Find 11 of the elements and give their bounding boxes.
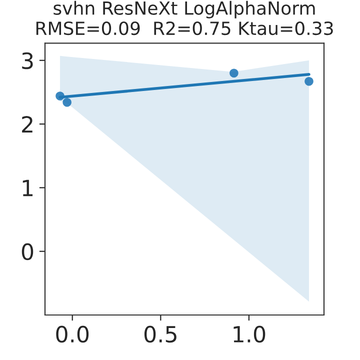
y-tick-label: 2 — [22, 116, 32, 132]
x-tick-label: 0.0 — [56, 326, 89, 343]
x-tick-label: 1.0 — [234, 326, 266, 343]
point — [230, 68, 238, 78]
point — [304, 77, 314, 86]
y-tick-label: 3 — [22, 52, 33, 70]
y-tick-label: 0 — [22, 243, 34, 260]
chart-title: svhn ResNeXt LogAlphaNorm RMSE=0.09 R2=0.75 Ktau=0.33 — [36, 0, 333, 36]
point — [62, 98, 72, 107]
x-tick-label: 0.5 — [144, 326, 176, 343]
y-tick-label: 1 — [22, 180, 33, 196]
